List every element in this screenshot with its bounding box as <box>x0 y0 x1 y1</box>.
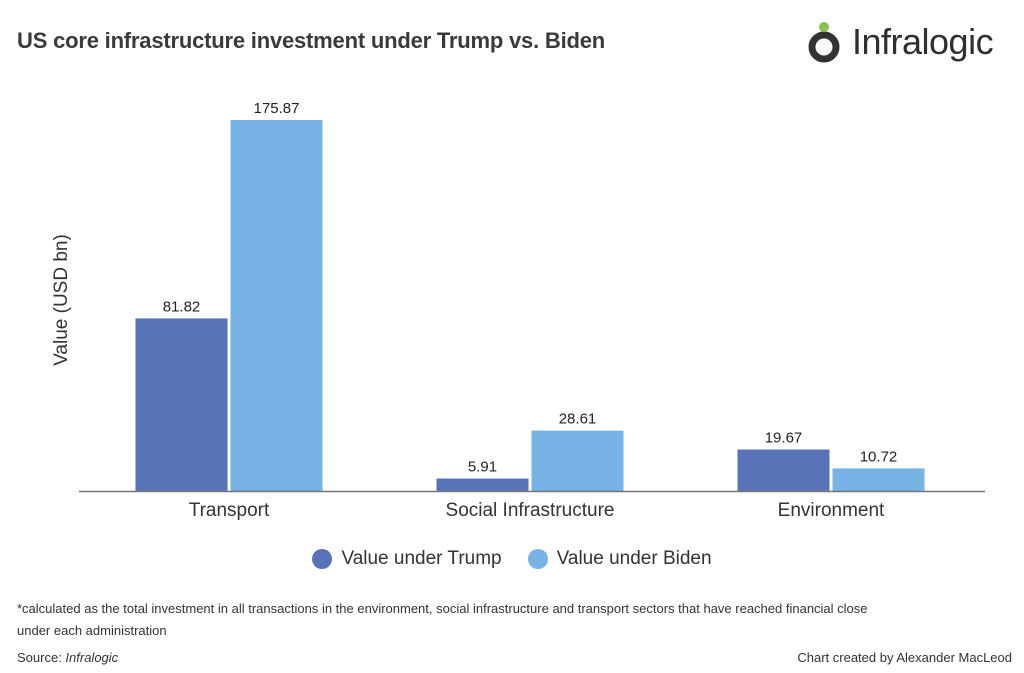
source-value: Infralogic <box>65 650 119 665</box>
source: Source: Infralogic <box>17 650 118 665</box>
data-label: 5.91 <box>468 459 497 476</box>
x-tick-label: Environment <box>778 500 885 521</box>
legend-label-trump: Value under Trump <box>341 548 502 569</box>
data-label: 175.87 <box>254 100 300 117</box>
data-label: 28.61 <box>559 411 597 428</box>
bar-biden-2 <box>832 468 925 491</box>
infralogic-logo: Infralogic <box>806 20 994 64</box>
bar-biden-0 <box>230 120 323 491</box>
legend-swatch-trump <box>312 549 333 569</box>
bar-trump-0 <box>135 318 228 491</box>
y-axis-label: Value (USD bn) <box>51 234 72 366</box>
data-label: 10.72 <box>860 448 898 465</box>
legend: Value under Trump Value under Biden <box>0 548 1024 570</box>
chart-credit: Chart created by Alexander MacLeod <box>797 650 1012 665</box>
bar-trump-1 <box>436 478 529 491</box>
source-label: Source: <box>17 650 66 665</box>
x-tick-label: Transport <box>189 500 270 521</box>
legend-item-biden: Value under Biden <box>527 548 712 570</box>
logo-text: Infralogic <box>852 21 994 62</box>
bar-trump-2 <box>737 449 830 491</box>
legend-label-biden: Value under Biden <box>556 548 712 569</box>
chart-title: US core infrastructure investment under … <box>17 28 606 53</box>
bar-biden-1 <box>531 430 624 491</box>
footnote: *calculated as the total investment in a… <box>17 601 868 638</box>
data-label: 81.82 <box>163 298 201 315</box>
legend-item-trump: Value under Trump <box>312 548 502 570</box>
legend-swatch-biden <box>527 549 548 569</box>
x-tick-label: Social Infrastructure <box>446 500 615 521</box>
bar-chart: 81.82 175.87 Transport 5.91 28.61 Social Infr… <box>79 100 985 521</box>
data-label: 19.67 <box>765 430 803 447</box>
logo-ring-icon <box>808 22 840 63</box>
